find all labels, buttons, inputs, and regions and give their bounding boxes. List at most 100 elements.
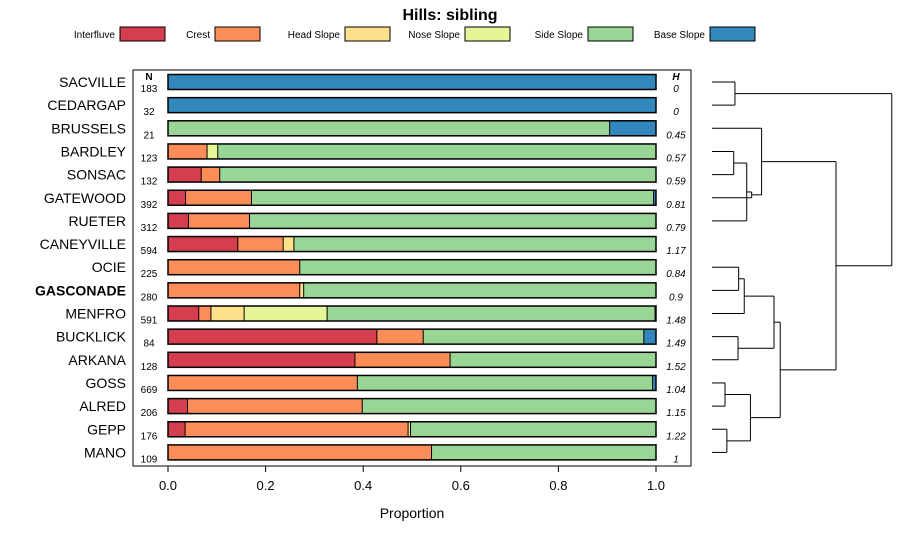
- rows: SACVILLE 183 0 CEDARGAP 32 0 BRUSSELS 21 0.45 BAR…: [35, 73, 686, 465]
- bar-12-4: [450, 352, 656, 368]
- row-label-3: BARDLEY: [61, 143, 127, 159]
- bar-14-4: [362, 398, 656, 414]
- row-h-13: 1.04: [666, 385, 686, 396]
- row-h-4: 0.59: [666, 177, 686, 188]
- h-column-header: H: [672, 72, 680, 83]
- legend-swatch-4: [587, 26, 634, 42]
- row-label-2: BRUSSELS: [51, 120, 126, 136]
- x-tick-label-1: 0.2: [257, 478, 275, 493]
- row-label-15: GEPP: [87, 421, 126, 437]
- plot-frame: [132, 69, 692, 467]
- dendrogram: [712, 81, 893, 453]
- bar-5-0: [168, 190, 186, 206]
- bar-5-4: [251, 190, 654, 206]
- bar-9-2: [299, 282, 304, 298]
- row-n-11: 84: [143, 339, 155, 350]
- bar-15-1: [185, 421, 409, 437]
- bar-8-1: [168, 259, 300, 275]
- bar-6-1: [188, 213, 250, 229]
- bar-10-2: [210, 306, 245, 321]
- row-h-6: 0.79: [666, 223, 686, 234]
- bar-9-1: [168, 282, 300, 298]
- x-tick-label-5: 1.0: [647, 478, 665, 493]
- bar-6-0: [168, 213, 189, 229]
- bar-2-5: [609, 120, 656, 136]
- row-n-7: 594: [141, 246, 158, 257]
- row-h-16: 1: [673, 454, 679, 465]
- bar-13-4: [357, 375, 653, 391]
- bar-11-1: [376, 329, 424, 345]
- row-n-4: 132: [141, 177, 158, 188]
- bar-3-3: [207, 143, 218, 159]
- row-label-16: MANO: [84, 444, 126, 460]
- row-label-6: RUETER: [68, 213, 126, 229]
- bar-4-1: [201, 167, 220, 183]
- bar-outline-9: [167, 282, 657, 299]
- row-label-7: CANEYVILLE: [40, 236, 126, 252]
- bar-10-0: [168, 306, 199, 321]
- row-n-0: 183: [141, 84, 158, 95]
- bar-outline-12: [167, 351, 657, 369]
- bar-10-1: [198, 306, 211, 321]
- row-label-12: ARKANA: [68, 352, 126, 368]
- x-axis-label: Proportion: [380, 505, 445, 521]
- legend-label-1: Crest: [186, 30, 210, 41]
- bar-4-4: [219, 167, 656, 183]
- bar-8-4: [299, 259, 656, 275]
- row-label-9: GASCONADE: [35, 282, 126, 298]
- bar-12-1: [354, 352, 451, 368]
- bar-outline-4: [167, 166, 657, 183]
- bar-outline-3: [167, 143, 657, 160]
- row-h-8: 0.84: [666, 269, 686, 280]
- bar-15-2: [408, 421, 411, 437]
- row-label-4: SONSAC: [67, 167, 126, 183]
- bar-outline-5: [167, 189, 657, 206]
- row-n-1: 32: [143, 107, 155, 118]
- row-n-5: 392: [141, 200, 158, 211]
- bar-16-1: [168, 444, 432, 460]
- bar-outline-2: [167, 120, 657, 137]
- row-h-3: 0.57: [666, 153, 686, 164]
- row-n-14: 206: [141, 408, 158, 419]
- row-h-11: 1.49: [666, 339, 686, 350]
- legend-label-5: Base Slope: [654, 30, 706, 41]
- bar-2-4: [168, 120, 610, 136]
- row-n-3: 123: [141, 153, 158, 164]
- bar-outline-0: [167, 73, 657, 91]
- chart-title: Hills: sibling: [402, 7, 497, 24]
- bar-outline-6: [167, 212, 657, 230]
- row-h-15: 1.22: [666, 431, 686, 442]
- bar-3-4: [217, 143, 656, 159]
- bar-11-4: [423, 329, 644, 345]
- row-h-7: 1.17: [666, 246, 686, 257]
- bar-15-0: [168, 421, 186, 437]
- row-label-1: CEDARGAP: [47, 97, 126, 113]
- row-label-10: MENFRO: [65, 306, 126, 322]
- row-n-8: 225: [141, 269, 158, 280]
- legend-swatch-5: [709, 26, 756, 42]
- row-label-14: ALRED: [79, 398, 126, 414]
- row-label-13: GOSS: [86, 375, 126, 391]
- bar-7-0: [168, 236, 238, 252]
- bar-10-3: [244, 306, 328, 321]
- row-n-15: 176: [141, 431, 158, 442]
- bar-11-0: [168, 329, 377, 345]
- bar-outline-7: [167, 235, 657, 253]
- legend-swatch-1: [214, 26, 261, 42]
- legend-label-3: Nose Slope: [408, 30, 460, 41]
- legend-label-4: Side Slope: [535, 30, 584, 41]
- bar-0-5: [168, 74, 656, 90]
- n-column-header: N: [145, 72, 152, 83]
- row-n-16: 109: [141, 454, 158, 465]
- row-h-5: 0.81: [666, 200, 685, 211]
- bar-4-0: [168, 167, 202, 183]
- legend-swatch-0: [119, 26, 166, 42]
- bar-13-5: [652, 375, 656, 391]
- legend-label-2: Head Slope: [288, 30, 341, 41]
- bar-outline-16: [167, 444, 657, 461]
- bar-6-4: [249, 213, 656, 229]
- bar-outline-14: [167, 397, 657, 415]
- bar-12-0: [168, 352, 355, 368]
- bar-11-5: [643, 329, 656, 345]
